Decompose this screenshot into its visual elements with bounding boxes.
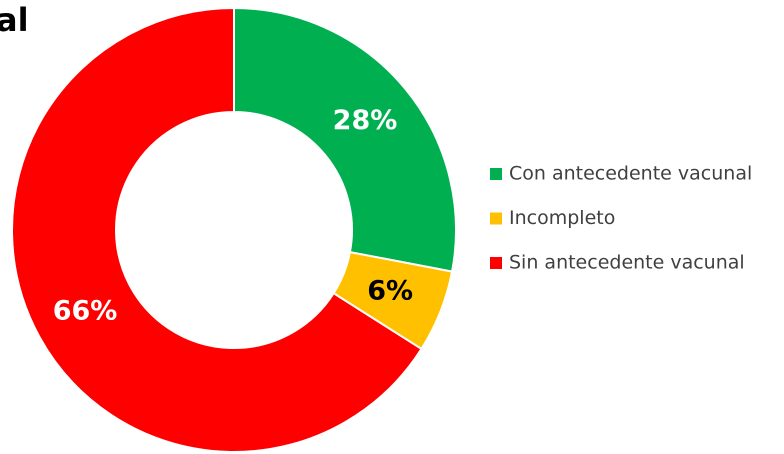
legend-label: Sin antecedente vacunal: [509, 252, 745, 274]
data-label: 28%: [333, 105, 398, 136]
donut-slice: [233, 6, 457, 273]
data-label: 6%: [367, 275, 413, 306]
legend-swatch: [490, 257, 502, 269]
legend-label: Incompleto: [509, 207, 615, 229]
donut-slice: [11, 6, 423, 453]
chart-title: al: [0, 1, 29, 39]
data-label: 66%: [53, 295, 118, 326]
legend-label: Con antecedente vacunal: [509, 163, 752, 185]
legend-swatch: [490, 168, 502, 180]
legend-swatch: [490, 212, 502, 225]
